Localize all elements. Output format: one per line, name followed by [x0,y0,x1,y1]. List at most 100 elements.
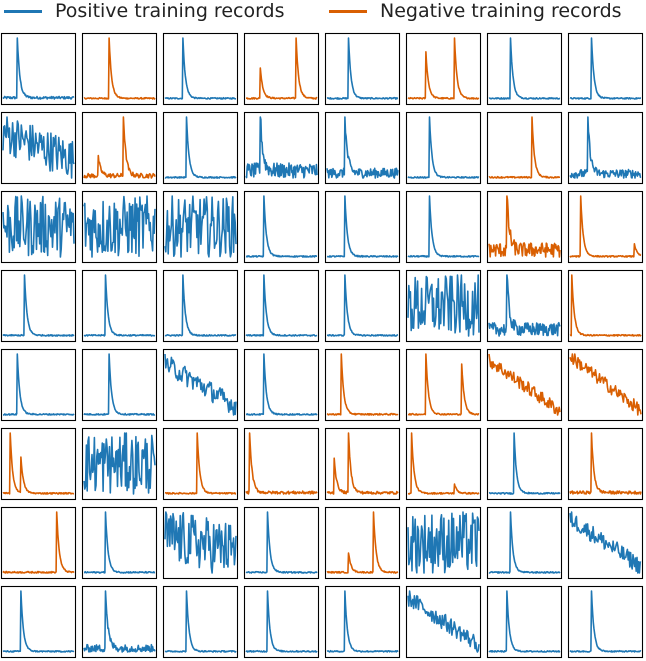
series-line-negative [83,116,156,179]
panel-7-6 [405,506,482,580]
panel-frame [486,585,563,659]
panel-1-5 [324,32,401,106]
panel-frame [243,585,320,659]
panel-8-1 [0,585,77,659]
legend-label-positive: Positive training records [55,0,285,22]
panel-4-6 [405,269,482,343]
series-line-positive [245,274,318,337]
panel-frame [81,111,158,185]
panel-2-2 [81,111,158,185]
series-line-positive [488,511,561,574]
series-line-positive [569,116,642,179]
series-line-positive [2,116,75,179]
series-line-positive [326,195,399,258]
series-line-positive [164,37,237,100]
series-line-positive [164,511,237,574]
panel-frame [0,506,77,580]
panel-5-1 [0,348,77,422]
series-line-positive [164,116,237,179]
panel-frame [81,506,158,580]
series-line-negative [2,511,75,574]
series-line-negative [326,511,399,574]
series-line-negative [569,432,642,495]
panel-3-2 [81,190,158,264]
series-line-positive [245,353,318,416]
panel-6-8 [567,427,644,501]
panel-8-5 [324,585,401,659]
series-line-positive [488,432,561,495]
series-line-negative [2,432,75,495]
panel-frame [405,427,482,501]
series-line-negative [488,116,561,179]
panel-2-8 [567,111,644,185]
series-line-positive [83,274,156,337]
panel-5-8 [567,348,644,422]
series-line-positive [2,353,75,416]
panel-frame [486,506,563,580]
panel-frame [324,427,401,501]
panel-frame [486,111,563,185]
panel-3-3 [162,190,239,264]
panel-frame [324,190,401,264]
panel-3-4 [243,190,320,264]
series-line-negative [407,353,480,416]
panel-frame [243,348,320,422]
panel-frame [243,190,320,264]
series-line-positive [164,274,237,337]
panel-7-3 [162,506,239,580]
series-line-positive [2,274,75,337]
series-line-positive [569,37,642,100]
legend-label-negative: Negative training records [380,0,622,22]
series-line-positive [245,116,318,179]
panel-5-5 [324,348,401,422]
panel-8-3 [162,585,239,659]
series-line-positive [326,116,399,179]
panel-8-4 [243,585,320,659]
legend-item-negative: Negative training records [329,0,622,22]
series-line-negative [569,353,642,416]
series-line-positive [164,590,237,653]
panel-frame [162,269,239,343]
panel-1-2 [81,32,158,106]
panel-frame [567,269,644,343]
panel-4-3 [162,269,239,343]
series-line-negative [326,353,399,416]
panel-1-3 [162,32,239,106]
series-line-positive [488,274,561,337]
series-line-positive [407,116,480,179]
panel-frame [405,190,482,264]
series-line-positive [245,590,318,653]
panel-6-2 [81,427,158,501]
panel-frame [324,269,401,343]
panel-2-5 [324,111,401,185]
panel-frame [81,32,158,106]
panel-6-1 [0,427,77,501]
panel-4-2 [81,269,158,343]
series-line-positive [2,195,75,258]
panel-1-7 [486,32,563,106]
panel-4-8 [567,269,644,343]
panel-7-8 [567,506,644,580]
panel-7-4 [243,506,320,580]
panel-frame [486,32,563,106]
series-line-negative [83,37,156,100]
panel-2-7 [486,111,563,185]
panel-3-5 [324,190,401,264]
series-line-positive [83,353,156,416]
legend-item-positive: Positive training records [4,0,285,22]
series-line-positive [488,590,561,653]
series-line-negative [407,37,480,100]
series-line-positive [164,353,237,416]
series-line-positive [326,37,399,100]
series-line-negative [488,353,561,416]
panel-2-3 [162,111,239,185]
panel-4-4 [243,269,320,343]
series-line-positive [569,511,642,574]
panel-5-6 [405,348,482,422]
panel-frame [243,506,320,580]
panel-3-7 [486,190,563,264]
panel-1-8 [567,32,644,106]
series-line-negative [407,432,480,495]
series-line-positive [83,590,156,653]
